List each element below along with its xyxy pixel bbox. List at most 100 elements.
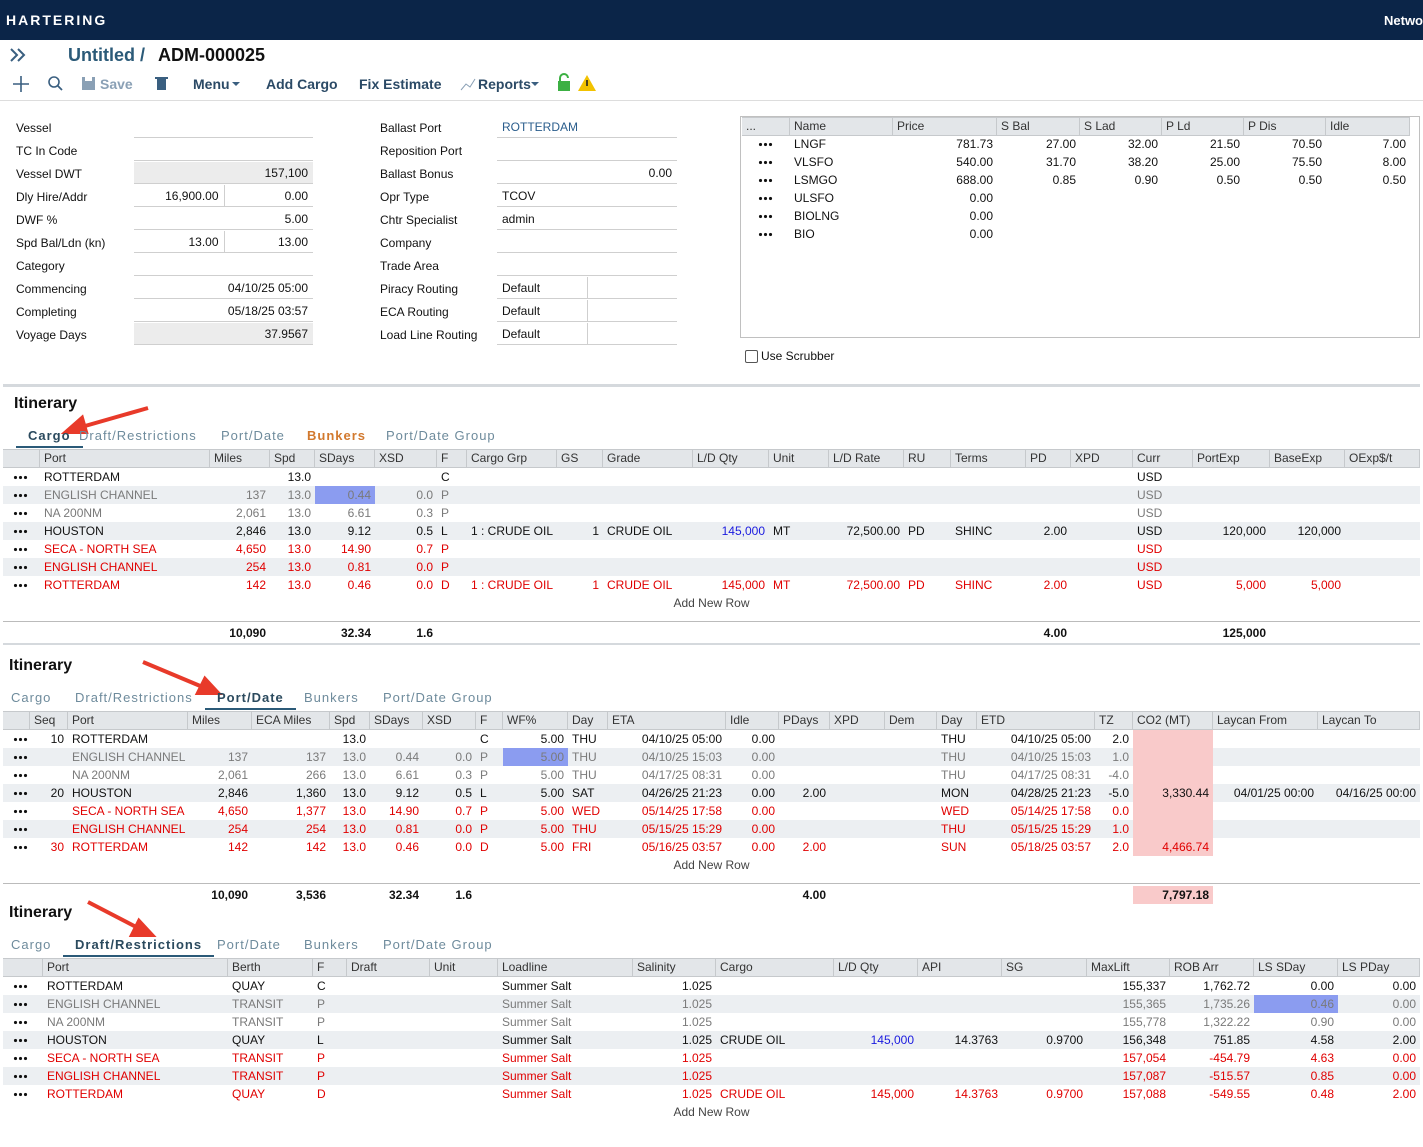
tab[interactable]: Bunkers	[304, 937, 359, 955]
table-cell[interactable]: 0.44	[370, 748, 423, 766]
table-cell[interactable]: Summer Salt	[498, 1085, 633, 1103]
toolbar-button[interactable]: Menu	[193, 76, 230, 92]
table-cell[interactable]: 1.025	[633, 977, 716, 995]
table-cell[interactable]	[1213, 802, 1318, 820]
table-cell[interactable]: -515.57	[1170, 1067, 1254, 1085]
table-cell[interactable]: ENGLISH CHANNEL	[40, 486, 210, 504]
table-cell[interactable]: 13.0	[330, 766, 370, 784]
table-cell[interactable]: -4.0	[1095, 766, 1133, 784]
table-cell[interactable]: TRANSIT	[228, 1049, 313, 1067]
table-cell[interactable]	[210, 468, 270, 486]
table-cell[interactable]	[769, 504, 829, 522]
field-value[interactable]: 16,900.00	[134, 185, 224, 207]
table-cell[interactable]: 5.00	[503, 838, 568, 856]
table-cell[interactable]	[1270, 486, 1345, 504]
table-cell[interactable]	[467, 468, 557, 486]
column-header[interactable]: ETD	[977, 712, 1095, 729]
row-menu[interactable]	[742, 207, 790, 225]
table-cell[interactable]: 6.61	[315, 504, 375, 522]
table-cell[interactable]: 2.00	[779, 838, 830, 856]
table-cell[interactable]: HOUSTON	[43, 1031, 228, 1049]
column-header[interactable]: L/D Qty	[834, 959, 918, 976]
table-cell[interactable]: 0.00	[1338, 1067, 1420, 1085]
table-cell[interactable]: WED	[568, 802, 608, 820]
field-value[interactable]	[134, 254, 313, 276]
table-cell[interactable]: 0.46	[315, 576, 375, 594]
table-cell[interactable]: 254	[210, 558, 270, 576]
table-cell[interactable]: P	[437, 540, 467, 558]
table-cell[interactable]	[1345, 576, 1420, 594]
table-cell[interactable]	[1345, 486, 1420, 504]
table-cell[interactable]	[830, 784, 885, 802]
table-cell[interactable]	[603, 486, 693, 504]
expand-icon[interactable]	[8, 46, 30, 64]
table-cell[interactable]: 2.0	[1095, 730, 1133, 748]
table-cell[interactable]	[423, 730, 476, 748]
table-cell[interactable]: SAT	[568, 784, 608, 802]
column-header[interactable]: SDays	[315, 450, 375, 467]
table-cell[interactable]	[885, 730, 937, 748]
table-cell[interactable]: ROTTERDAM	[40, 468, 210, 486]
table-cell[interactable]	[557, 468, 603, 486]
table-cell[interactable]: 0.00	[1338, 977, 1420, 995]
table-cell[interactable]: USD	[1133, 576, 1193, 594]
table-cell[interactable]	[467, 504, 557, 522]
table-cell[interactable]	[1026, 540, 1071, 558]
table-cell[interactable]: ENGLISH CHANNEL	[40, 558, 210, 576]
network-link[interactable]: Netwo	[1384, 13, 1423, 28]
table-cell[interactable]	[693, 558, 769, 576]
tab[interactable]: Port/Date Group	[386, 428, 496, 446]
table-cell[interactable]: PD	[904, 576, 951, 594]
table-cell[interactable]	[918, 1013, 1002, 1031]
row-menu[interactable]	[3, 1031, 43, 1049]
table-cell[interactable]	[30, 748, 68, 766]
table-cell[interactable]: 0.46	[370, 838, 423, 856]
column-header[interactable]: Miles	[210, 450, 270, 467]
field-value[interactable]: 04/10/25 05:00	[134, 277, 313, 299]
column-header[interactable]: ETA	[608, 712, 726, 729]
table-cell[interactable]: 6.61	[370, 766, 423, 784]
table-cell[interactable]	[1213, 766, 1318, 784]
tab[interactable]: Port/Date	[205, 690, 296, 710]
field-value[interactable]	[497, 231, 677, 253]
table-cell[interactable]: -454.79	[1170, 1049, 1254, 1067]
table-cell[interactable]: P	[476, 748, 503, 766]
column-header[interactable]: SDays	[370, 712, 423, 729]
table-cell[interactable]	[1318, 838, 1420, 856]
table-cell[interactable]: ROTTERDAM	[43, 977, 228, 995]
table-cell[interactable]: 5.00	[503, 730, 568, 748]
table-cell[interactable]: Summer Salt	[498, 1013, 633, 1031]
table-cell[interactable]	[430, 1085, 498, 1103]
table-cell[interactable]	[252, 730, 330, 748]
table-cell[interactable]: 157,088	[1087, 1085, 1170, 1103]
table-cell[interactable]	[347, 977, 430, 995]
table-cell[interactable]: CRUDE OIL	[603, 522, 693, 540]
field-value[interactable]: Default	[497, 323, 587, 345]
table-cell[interactable]: TRANSIT	[228, 1067, 313, 1085]
table-cell[interactable]: 2.00	[779, 784, 830, 802]
table-cell[interactable]: 1.025	[633, 1031, 716, 1049]
table-cell[interactable]	[885, 784, 937, 802]
table-cell[interactable]: PD	[904, 522, 951, 540]
table-cell[interactable]: 04/17/25 08:31	[977, 766, 1095, 784]
add-row-link[interactable]: Add New Row	[0, 596, 1423, 610]
table-cell[interactable]: 4,650	[210, 540, 270, 558]
table-cell[interactable]: HOUSTON	[68, 784, 188, 802]
table-cell[interactable]: 137	[210, 486, 270, 504]
table-cell[interactable]: 1.025	[633, 1085, 716, 1103]
table-cell[interactable]: USD	[1133, 522, 1193, 540]
table-cell[interactable]: MT	[769, 576, 829, 594]
table-cell[interactable]	[1318, 748, 1420, 766]
table-cell[interactable]: SECA - NORTH SEA	[40, 540, 210, 558]
table-cell[interactable]: CRUDE OIL	[603, 576, 693, 594]
table-cell[interactable]: 05/14/25 17:58	[977, 802, 1095, 820]
table-cell[interactable]: 5.00	[503, 784, 568, 802]
table-cell[interactable]: QUAY	[228, 1031, 313, 1049]
table-cell[interactable]	[918, 977, 1002, 995]
tab[interactable]: Draft/Restrictions	[79, 428, 197, 446]
table-cell[interactable]	[693, 468, 769, 486]
table-cell[interactable]: ROTTERDAM	[43, 1085, 228, 1103]
table-cell[interactable]: 0.3	[423, 766, 476, 784]
table-cell[interactable]: 0.0	[375, 486, 437, 504]
table-cell[interactable]: 5.00	[503, 802, 568, 820]
